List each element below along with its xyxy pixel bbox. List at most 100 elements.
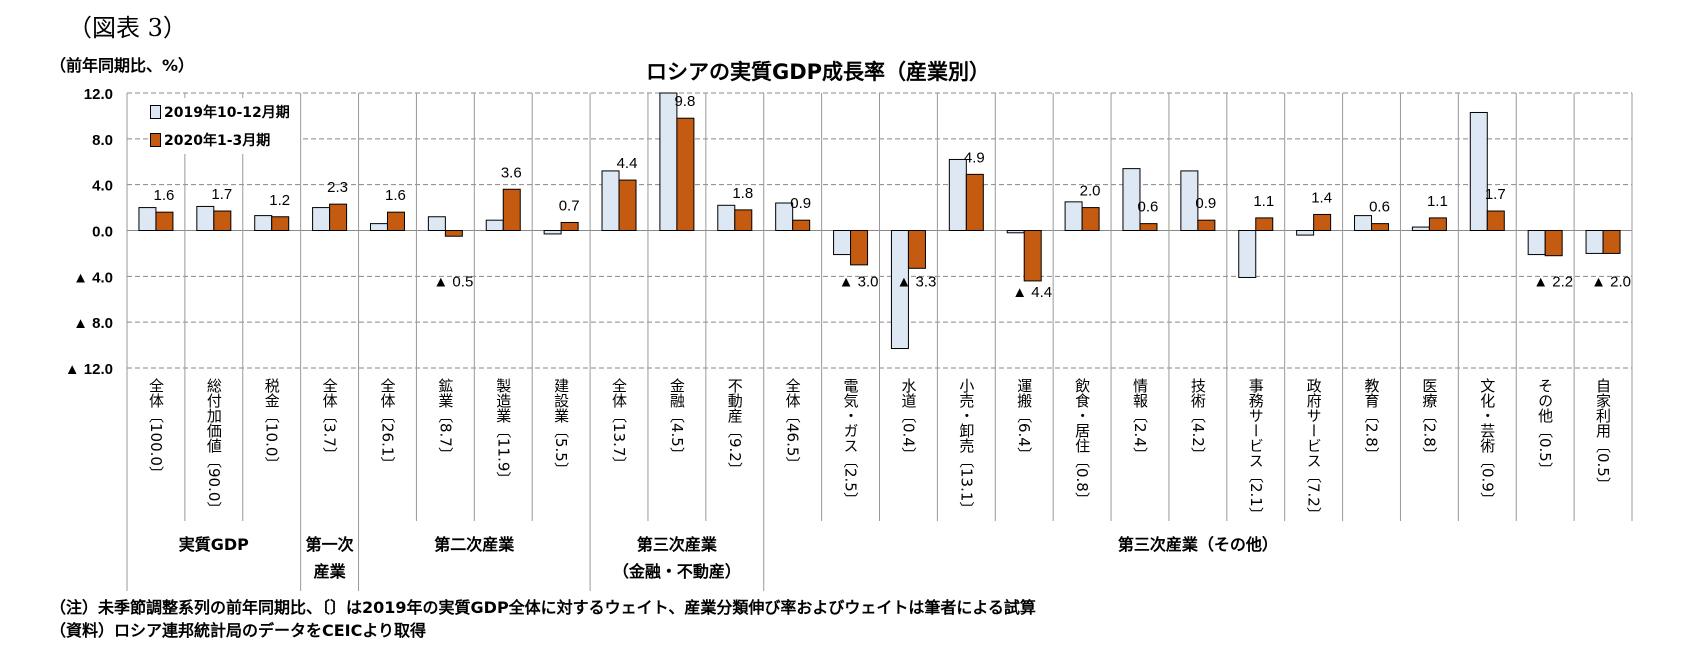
bar-2020q1 xyxy=(1602,230,1621,254)
bar-2020q1 xyxy=(1139,223,1158,231)
bar-2020q1 xyxy=(329,203,348,231)
category-label: 水道〔0.4〕 xyxy=(899,378,917,462)
bar-2020q1 xyxy=(1197,219,1216,231)
bar-2020q1 xyxy=(155,211,174,232)
bar-2019q4 xyxy=(1238,230,1257,278)
data-label: 3.6 xyxy=(501,164,522,181)
category-label: 不動産〔9.2〕 xyxy=(726,378,744,477)
bar-2020q1 xyxy=(271,216,290,231)
data-label: 1.1 xyxy=(1253,193,1274,210)
bar-2019q4 xyxy=(833,230,852,256)
category-label: 技術〔4.2〕 xyxy=(1189,378,1207,462)
bar-2020q1 xyxy=(1544,230,1563,257)
data-label: 4.9 xyxy=(964,149,985,166)
legend-item-2019q4: 2019年10-12月期 xyxy=(150,98,300,126)
bar-2019q4 xyxy=(1296,230,1315,236)
data-label: 2.3 xyxy=(327,179,348,196)
bar-2019q4 xyxy=(312,207,331,231)
figure-label: （図表 3） xyxy=(68,14,187,42)
category-label: 金融〔4.5〕 xyxy=(668,378,686,462)
data-label: 1.4 xyxy=(1311,189,1332,206)
bar-2019q4 xyxy=(1006,230,1025,234)
bar-2019q4 xyxy=(1585,230,1604,254)
bar-2019q4 xyxy=(369,223,388,231)
category-label: 全体〔26.1〕 xyxy=(378,377,396,471)
category-label: 製造業〔11.9〕 xyxy=(494,378,512,486)
bar-2019q4 xyxy=(543,230,562,235)
bar-2019q4 xyxy=(1122,168,1141,231)
bar-2020q1 xyxy=(386,211,405,232)
bar-2019q4 xyxy=(1527,230,1546,256)
category-label: 全体〔46.5〕 xyxy=(784,377,802,471)
bar-2019q4 xyxy=(138,207,157,231)
data-label: 2.0 xyxy=(1080,183,1101,200)
category-label: 全体〔3.7〕 xyxy=(321,377,339,462)
category-label: 自家利用〔0.5〕 xyxy=(1594,378,1612,492)
y-tick-label: 8.0 xyxy=(92,132,113,149)
bar-2020q1 xyxy=(1313,213,1332,231)
bar-2020q1 xyxy=(792,219,811,231)
y-tick-label: 4.0 xyxy=(92,178,113,195)
category-label: 教育〔2.8〕 xyxy=(1363,378,1381,462)
category-label: 政府サービス〔7.2〕 xyxy=(1305,378,1323,522)
data-label: 0.9 xyxy=(790,195,811,212)
data-label: 9.8 xyxy=(674,93,695,110)
chart-title-text: ロシアの実質GDP成長率（産業別） xyxy=(645,60,991,84)
group-label: 実質GDP xyxy=(179,535,249,554)
bar-2020q1 xyxy=(444,230,463,237)
data-label: 0.9 xyxy=(1195,195,1216,212)
bar-2019q4 xyxy=(1064,201,1083,232)
bar-2019q4 xyxy=(196,205,215,231)
bar-2019q4 xyxy=(890,230,909,350)
bar-2020q1 xyxy=(1486,210,1505,231)
y-tick-label: ▲ 4.0 xyxy=(73,269,113,286)
data-label: 0.6 xyxy=(1369,199,1390,216)
bar-2019q4 xyxy=(775,202,794,231)
y-tick-label: 0.0 xyxy=(92,224,113,241)
legend-swatch-2020q1 xyxy=(150,133,161,147)
bar-2020q1 xyxy=(734,209,753,231)
source: （資料）ロシア連邦統計局のデータをCEICより取得 xyxy=(50,621,427,640)
bar-2019q4 xyxy=(1354,215,1373,232)
note: （注）未季節調整系列の前年同期比、〔〕は2019年の実質GDP全体に対するウェイ… xyxy=(50,598,1036,617)
data-label: 0.7 xyxy=(559,197,580,214)
group-label: （金融・不動産） xyxy=(613,562,741,581)
legend-swatch-2019q4 xyxy=(150,105,161,119)
legend-item-2020q1: 2020年1-3月期 xyxy=(150,126,300,154)
category-label: 全体〔100.0〕 xyxy=(147,377,165,481)
category-label: 医療〔2.8〕 xyxy=(1420,378,1438,462)
chart-title: ロシアの実質GDP成長率（産業別） xyxy=(0,56,1684,86)
category-label: 文化・芸術〔0.9〕 xyxy=(1478,378,1496,507)
bar-2020q1 xyxy=(1428,217,1447,231)
bar-2020q1 xyxy=(1081,207,1100,231)
bar-2019q4 xyxy=(485,219,504,231)
data-label: ▲ 3.3 xyxy=(897,274,937,291)
group-label: 第二次産業 xyxy=(434,535,515,554)
y-axis-unit-label: （前年同期比、%） xyxy=(50,56,195,75)
y-tick-label: 12.0 xyxy=(84,86,113,103)
category-label: 建設業〔5.5〕 xyxy=(552,378,570,477)
group-label: 第三次産業（その他） xyxy=(1118,535,1278,554)
category-label: 小売・卸売〔13.1〕 xyxy=(957,378,975,516)
group-label: 第三次産業 xyxy=(637,535,718,554)
data-label: 0.6 xyxy=(1138,199,1159,216)
bar-2020q1 xyxy=(502,188,521,231)
legend: 2019年10-12月期 2020年1-3月期 xyxy=(150,98,300,154)
bar-2019q4 xyxy=(254,215,273,232)
bar-2019q4 xyxy=(1180,170,1199,232)
category-label: 情報〔2.4〕 xyxy=(1131,378,1149,462)
group-label: 第一次 xyxy=(306,535,354,554)
bar-2020q1 xyxy=(1255,217,1274,231)
data-label: 1.7 xyxy=(211,186,232,203)
data-label: ▲ 4.4 xyxy=(1012,284,1052,301)
bar-2020q1 xyxy=(1023,230,1042,282)
data-label: 1.1 xyxy=(1427,193,1448,210)
data-label: 1.8 xyxy=(732,185,753,202)
bar-2020q1 xyxy=(850,230,869,266)
bar-2019q4 xyxy=(601,170,620,232)
data-label: 4.4 xyxy=(617,155,638,172)
category-label: 運搬〔6.4〕 xyxy=(1015,378,1033,462)
y-tick-label: ▲ 8.0 xyxy=(73,315,113,332)
data-label: ▲ 0.5 xyxy=(433,274,473,291)
